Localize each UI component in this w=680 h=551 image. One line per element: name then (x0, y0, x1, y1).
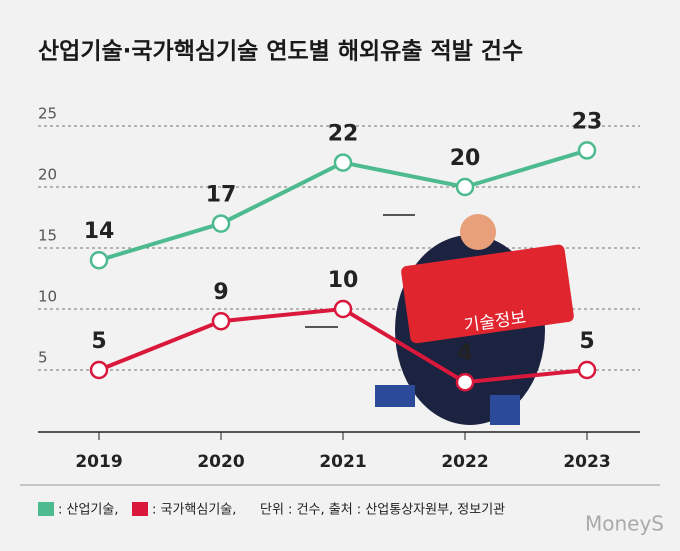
y-tick-label: 5 (38, 349, 48, 367)
value-label: 9 (213, 280, 228, 305)
figure-head (460, 214, 496, 250)
y-tick-label: 15 (38, 227, 57, 245)
value-label: 5 (91, 329, 106, 354)
marker (211, 214, 231, 233)
legend-label: : 국가핵심기술, (152, 503, 236, 518)
x-tick-label: 2022 (441, 452, 488, 472)
value-label: 17 (206, 183, 237, 208)
marker (211, 311, 231, 331)
legend-swatch (132, 502, 148, 516)
y-tick-label: 20 (38, 166, 57, 184)
x-tick-label: 2020 (197, 452, 244, 472)
watermark: MoneyS (585, 512, 664, 536)
marker (89, 250, 109, 270)
x-tick-label: 2023 (563, 452, 610, 472)
marker (577, 360, 597, 380)
value-label: 20 (450, 146, 481, 171)
note: 단위 : 건수, 출처 : 산업통상자원부, 정보기관 (260, 503, 505, 518)
value-label: 22 (328, 122, 359, 147)
x-tick-label: 2019 (75, 452, 122, 472)
legend-swatch (38, 502, 54, 516)
figure-shoe (375, 385, 415, 407)
value-label: 14 (84, 219, 115, 244)
figure-shoe (490, 395, 520, 425)
card (401, 244, 574, 344)
y-tick-label: 25 (38, 105, 57, 123)
value-label: 4 (457, 341, 472, 366)
value-label: 10 (328, 268, 359, 293)
y-tick-label: 10 (38, 288, 57, 306)
value-label: 23 (572, 109, 603, 134)
marker (89, 360, 109, 380)
marker (333, 153, 353, 172)
value-label: 5 (579, 329, 594, 354)
marker (455, 372, 475, 392)
marker (333, 299, 353, 319)
legend-label: : 산업기술, (58, 503, 119, 518)
x-tick-label: 2021 (319, 452, 366, 472)
chart-title: 산업기술·국가핵심기술 연도별 해외유출 적발 건수 (38, 39, 523, 65)
marker (577, 141, 597, 160)
marker (455, 177, 475, 197)
